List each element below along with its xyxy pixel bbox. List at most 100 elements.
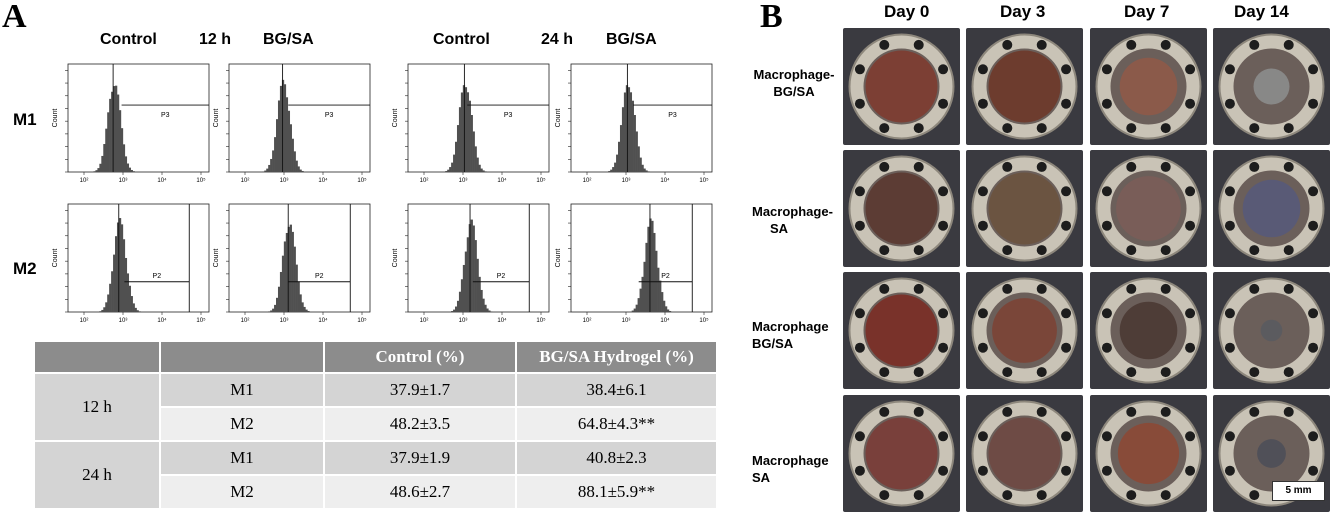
y-axis-label: Count — [213, 249, 220, 268]
x-tick-label: 10⁵ — [536, 177, 546, 184]
histogram-bar — [113, 86, 116, 172]
histogram-bar — [445, 171, 448, 172]
scale-bar: 5 mm — [1272, 481, 1325, 501]
splint-screw — [1308, 308, 1319, 319]
histogram-bar — [103, 307, 106, 312]
wound-bed — [865, 172, 938, 245]
histogram-bar — [126, 163, 130, 172]
splint-screw — [879, 123, 890, 134]
histogram-bar — [460, 279, 464, 312]
histogram-bar — [637, 146, 640, 172]
histogram-bar — [124, 257, 128, 312]
histogram-bar — [455, 141, 458, 172]
histogram-bar — [109, 283, 112, 312]
splint-screw — [1249, 123, 1260, 134]
histogram-bar — [486, 308, 489, 312]
splint-screw — [977, 431, 988, 442]
x-tick-label: 10⁵ — [699, 317, 709, 324]
wound-photo-r3-day14 — [1213, 272, 1330, 389]
splint-screw — [1101, 465, 1112, 476]
gate-label: P3 — [668, 112, 677, 119]
wound-photo-r4-day3 — [966, 395, 1083, 512]
x-tick-label: 10³ — [280, 178, 289, 184]
histogram-m2-bgsa-24h: P2 Count 10² 10³ 10⁴ 10⁵ — [555, 200, 715, 325]
wound-bed — [1242, 179, 1301, 238]
group-label-macrophage-sa: Macrophage- SA — [752, 203, 833, 237]
histogram-bar — [484, 171, 487, 172]
histogram-bar — [277, 100, 281, 172]
table-time-cell: 12 h — [33, 372, 161, 442]
x-tick-label: 10⁴ — [497, 317, 507, 324]
histogram-bar — [105, 302, 108, 312]
histogram-bar — [664, 306, 668, 312]
histogram-m1-control-24h: P3 Count 10² 10³ 10⁴ 10⁵ — [392, 60, 552, 185]
wound-bed — [1116, 176, 1181, 241]
histogram-bar — [130, 296, 133, 312]
splint-screw — [1126, 123, 1137, 134]
x-tick-label: 10⁵ — [357, 317, 367, 324]
histogram-bar — [480, 289, 483, 312]
histogram-svg: P2 Count 10² 10³ 10⁴ 10⁵ — [392, 203, 550, 324]
histogram-bar — [476, 258, 479, 312]
gate-label: P3 — [325, 112, 334, 119]
histogram-bar — [122, 144, 126, 172]
histogram-bar — [132, 171, 135, 172]
splint-screw — [1002, 161, 1013, 172]
plot-frame — [570, 63, 713, 173]
col-header-time-12h: 12 h — [199, 31, 232, 48]
histogram-bar — [301, 170, 304, 172]
plot-frame — [407, 63, 550, 173]
splint-screw — [938, 431, 949, 442]
histogram-m1-bgsa-12h: P3 Count 10² 10³ 10⁴ 10⁵ — [213, 60, 373, 185]
x-tick-label: 10³ — [280, 318, 289, 324]
splint-screw — [1283, 161, 1294, 172]
histogram-bar — [130, 169, 133, 172]
splint-screw — [1036, 283, 1047, 294]
histogram-bar — [474, 240, 477, 312]
splint-screw — [1101, 431, 1112, 442]
histogram-bar — [116, 94, 120, 172]
splint-screw — [1126, 406, 1137, 417]
wound-photo-r1-day0 — [843, 28, 960, 145]
histogram-bar — [466, 237, 470, 312]
splint-screw — [1002, 123, 1013, 134]
x-tick-label: 10² — [241, 178, 250, 184]
splint-screw — [1160, 406, 1171, 417]
splint-screw — [977, 98, 988, 109]
histogram-bar — [266, 168, 269, 172]
splint-screw — [854, 465, 865, 476]
splint-screw — [879, 406, 890, 417]
splint-screw — [879, 161, 890, 172]
splint-screw — [1224, 431, 1235, 442]
splint-screw — [977, 342, 988, 353]
photo-svg — [1213, 28, 1330, 145]
gate-label: P2 — [661, 273, 670, 280]
histogram-bar — [136, 310, 139, 312]
splint-screw — [879, 283, 890, 294]
histogram-bar — [627, 87, 631, 172]
photo-svg — [1090, 28, 1207, 145]
wound-photo-r1-day14 — [1213, 28, 1330, 145]
histogram-bar — [128, 285, 131, 312]
x-tick-label: 10⁴ — [157, 317, 167, 324]
histogram-bar — [279, 271, 283, 312]
splint-screw — [1308, 220, 1319, 231]
splint-screw — [879, 39, 890, 50]
histogram-bar — [629, 311, 633, 312]
photo-svg — [966, 28, 1083, 145]
group-label-line: Macrophage — [752, 453, 829, 468]
histogram-bar — [668, 310, 672, 312]
table-marker-cell: M2 — [159, 474, 325, 510]
splint-screw — [1036, 406, 1047, 417]
histogram-bar — [116, 222, 120, 312]
splint-screw — [1101, 220, 1112, 231]
histogram-svg: P3 Count 10² 10³ 10⁴ 10⁵ — [555, 63, 713, 184]
splint-screw — [913, 283, 924, 294]
splint-screw — [1283, 245, 1294, 256]
histogram-bar — [291, 231, 294, 312]
histogram-bar — [619, 125, 623, 172]
histogram-bar — [663, 300, 666, 312]
splint-screw — [1002, 39, 1013, 50]
splint-screw — [1002, 367, 1013, 378]
table-header-cell — [33, 340, 161, 374]
